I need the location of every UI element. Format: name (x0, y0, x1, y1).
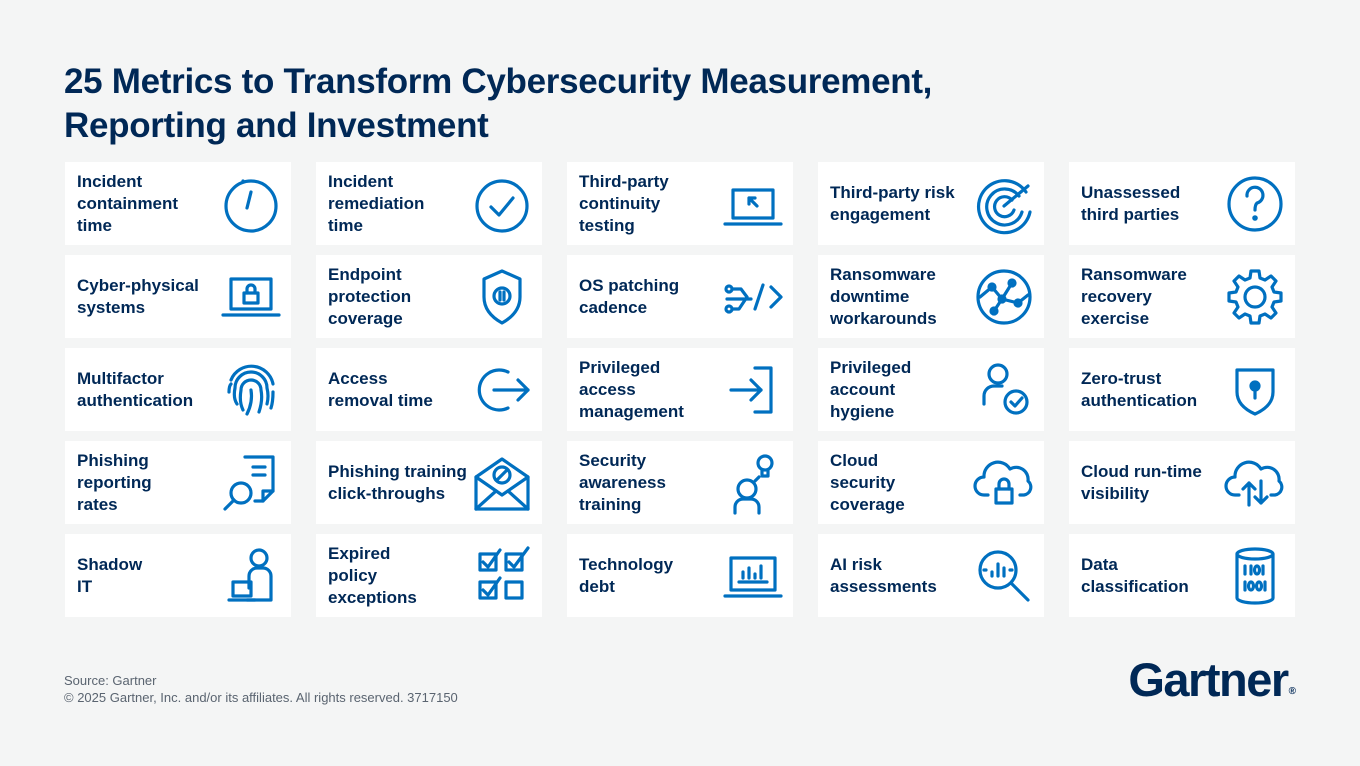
checkboxes-icon (470, 544, 534, 608)
cloud-transfer-icon (1223, 451, 1287, 515)
metric-label: Third-party continuity testing (579, 171, 669, 235)
metric-label: Data classification (1081, 554, 1189, 596)
metric-label: OS patching cadence (579, 275, 680, 317)
metric-card-incident-remediation-time: Incident remediation time (316, 162, 542, 245)
metric-card-shadow-it: Shadow IT (65, 534, 291, 617)
metric-card-phishing-training-click-throughs: Phishing training click-throughs (316, 441, 542, 524)
metric-card-expired-policy-exceptions: Expired policy exceptions (316, 534, 542, 617)
magnifier-chart-icon (972, 544, 1036, 608)
metric-label: Privileged access management (579, 357, 684, 421)
metric-card-security-awareness-training: Security awareness training (567, 441, 793, 524)
laptop-lock-icon (219, 265, 283, 329)
metric-label: Incident remediation time (328, 171, 425, 235)
shield-icon (470, 265, 534, 329)
metric-label: Access removal time (328, 368, 433, 410)
metric-label: Cloud security coverage (830, 450, 905, 514)
user-check-icon (972, 358, 1036, 422)
metric-card-cyber-physical-systems: Cyber-physical systems (65, 255, 291, 338)
laptop-cursor-icon (721, 172, 785, 236)
database-binary-icon (1223, 544, 1287, 608)
metric-label: Multifactor authentication (77, 368, 194, 410)
page-title-line-2: Reporting and Investment (64, 106, 489, 145)
metric-label: Incident containment time (77, 171, 179, 235)
stopwatch-icon (219, 172, 283, 236)
metric-label: Shadow IT (77, 554, 143, 596)
metric-card-cloud-security-coverage: Cloud security coverage (818, 441, 1044, 524)
network-globe-icon (972, 265, 1036, 329)
radar-icon (972, 172, 1036, 236)
metric-card-third-party-risk-engagement: Third-party risk engagement (818, 162, 1044, 245)
metric-card-unassessed-third-parties: Unassessed third parties (1069, 162, 1295, 245)
metric-card-technology-debt: Technology debt (567, 534, 793, 617)
metric-card-third-party-continuity-testing: Third-party continuity testing (567, 162, 793, 245)
metric-label: Unassessed third parties (1081, 182, 1181, 224)
page-title-line-1: 25 Metrics to Transform Cybersecurity Me… (64, 62, 933, 101)
metric-card-privileged-account-hygiene: Privileged account hygiene (818, 348, 1044, 431)
check-circle-icon (470, 172, 534, 236)
metric-card-multifactor-authentication: Multifactor authentication (65, 348, 291, 431)
metric-label: Ransomware recovery exercise (1081, 264, 1187, 328)
metric-card-endpoint-protection-coverage: Endpoint protection coverage (316, 255, 542, 338)
gartner-logo: Gartner® (1128, 652, 1296, 720)
cloud-lock-icon (972, 451, 1036, 515)
metric-card-os-patching-cadence: OS patching cadence (567, 255, 793, 338)
code-flow-icon (721, 265, 785, 329)
question-circle-icon (1223, 172, 1287, 236)
metric-card-access-removal-time: Access removal time (316, 348, 542, 431)
metric-label: Privileged account hygiene (830, 357, 912, 421)
copyright-note: © 2025 Gartner, Inc. and/or its affiliat… (64, 690, 458, 705)
page-title: 25 Metrics to Transform Cybersecurity Me… (64, 60, 1164, 148)
metric-label: Security awareness training (579, 450, 666, 514)
metric-label: Technology debt (579, 554, 674, 596)
metric-label: Third-party risk engagement (830, 182, 955, 224)
metric-card-ransomware-recovery-exercise: Ransomware recovery exercise (1069, 255, 1295, 338)
envelope-blocked-icon (470, 451, 534, 515)
metric-label: Phishing training click-throughs (328, 461, 467, 503)
metric-label: Endpoint protection coverage (328, 264, 412, 328)
source-note: Source: Gartner (64, 673, 157, 688)
logo-wordmark: Gartner (1128, 653, 1289, 706)
logout-icon (470, 358, 534, 422)
login-icon (721, 358, 785, 422)
metric-card-zero-trust-authentication: Zero-trust authentication (1069, 348, 1295, 431)
metric-card-privileged-access-management: Privileged access management (567, 348, 793, 431)
registered-mark: ® (1288, 686, 1296, 697)
footer: Source: Gartner © 2025 Gartner, Inc. and… (64, 672, 458, 706)
metric-label: Ransomware downtime workarounds (830, 264, 937, 328)
metric-label: Cyber-physical systems (77, 275, 199, 317)
metric-label: Cloud run-time visibility (1081, 461, 1202, 503)
document-search-icon (219, 451, 283, 515)
metric-card-incident-containment-time: Incident containment time (65, 162, 291, 245)
fingerprint-icon (219, 358, 283, 422)
metric-label: AI risk assessments (830, 554, 937, 596)
metric-card-ai-risk-assessments: AI risk assessments (818, 534, 1044, 617)
metric-card-ransomware-downtime-workarounds: Ransomware downtime workarounds (818, 255, 1044, 338)
metric-card-cloud-run-time-visibility: Cloud run-time visibility (1069, 441, 1295, 524)
gear-icon (1223, 265, 1287, 329)
metric-label: Expired policy exceptions (328, 543, 417, 607)
metric-card-data-classification: Data classification (1069, 534, 1295, 617)
shield-lock-icon (1223, 358, 1287, 422)
metric-card-phishing-reporting-rates: Phishing reporting rates (65, 441, 291, 524)
person-desk-icon (219, 544, 283, 608)
metrics-grid: Incident containment time Incident remed… (65, 162, 1295, 617)
person-idea-icon (721, 451, 785, 515)
metric-label: Zero-trust authentication (1081, 368, 1198, 410)
metric-label: Phishing reporting rates (77, 450, 152, 514)
laptop-chart-icon (721, 544, 785, 608)
